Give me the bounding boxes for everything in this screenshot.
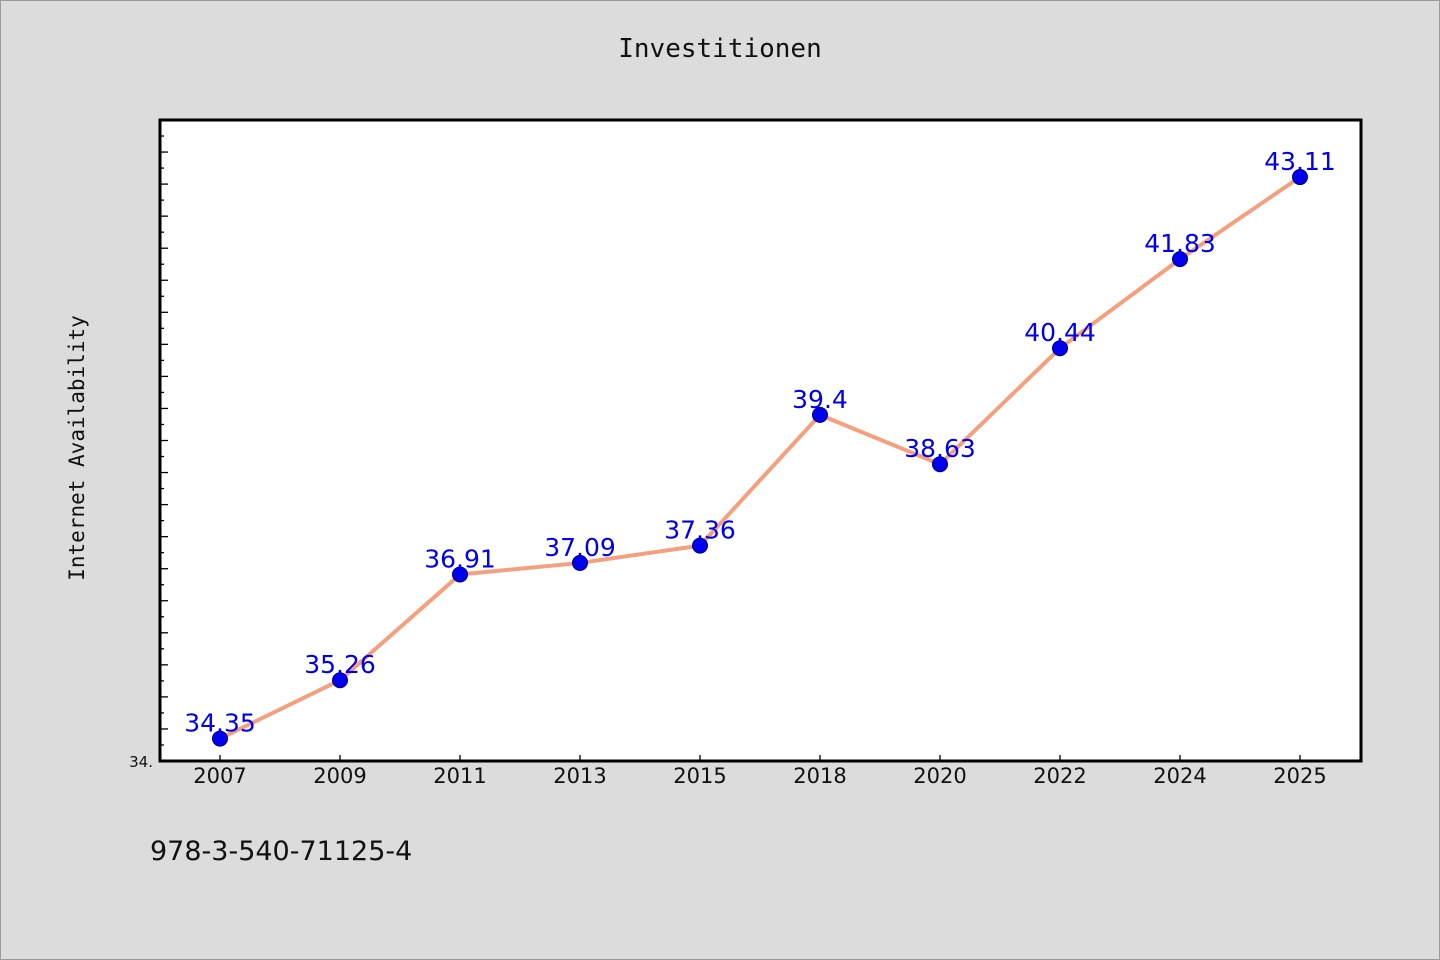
data-point [812,406,828,423]
x-tick-label: 2015 [673,764,726,788]
x-axis-ticks: 2007 2009 2011 2013 2015 2018 2020 2022 2024 2025 [193,755,1327,788]
data-point [1052,340,1068,357]
x-tick-label: 2020 [913,764,966,788]
data-label: 36.91 [424,544,496,573]
data-label: 40.44 [1024,318,1096,347]
data-point [1292,169,1308,186]
data-label: 41.83 [1144,229,1216,258]
x-tick-label: 2025 [1273,764,1326,788]
data-point [932,456,948,473]
y-axis-ticks [160,135,168,746]
data-label: 37.36 [664,516,736,545]
data-label: 38.63 [904,434,976,463]
data-point [692,537,708,554]
data-point [452,566,468,583]
data-markers [212,169,1308,747]
footer-isbn: 978-3-540-71125-4 [150,836,413,867]
x-tick-label: 2013 [553,764,606,788]
x-tick-label: 2009 [313,764,366,788]
x-tick-label: 2007 [193,764,246,788]
y-tick-label-min: 34. [129,753,153,771]
data-labels: 34.35 35.26 36.91 37.09 37.36 39.4 38.63 40.44 4… [184,147,1336,738]
chart-title: Investitionen [618,34,822,64]
data-label: 37.09 [544,533,616,562]
plot-area [158,118,1363,763]
data-point [1172,251,1188,268]
x-tick-label: 2022 [1033,764,1086,788]
data-label: 35.26 [304,650,376,679]
data-label: 39.4 [792,385,848,414]
series-line [218,175,1302,741]
data-point [212,730,228,747]
data-point [572,554,588,571]
x-tick-label: 2011 [433,764,486,788]
x-tick-label: 2024 [1153,764,1206,788]
data-point [332,672,348,689]
data-label: 34.35 [184,709,256,738]
x-tick-label: 2018 [793,764,846,788]
data-label: 43.11 [1264,147,1336,176]
